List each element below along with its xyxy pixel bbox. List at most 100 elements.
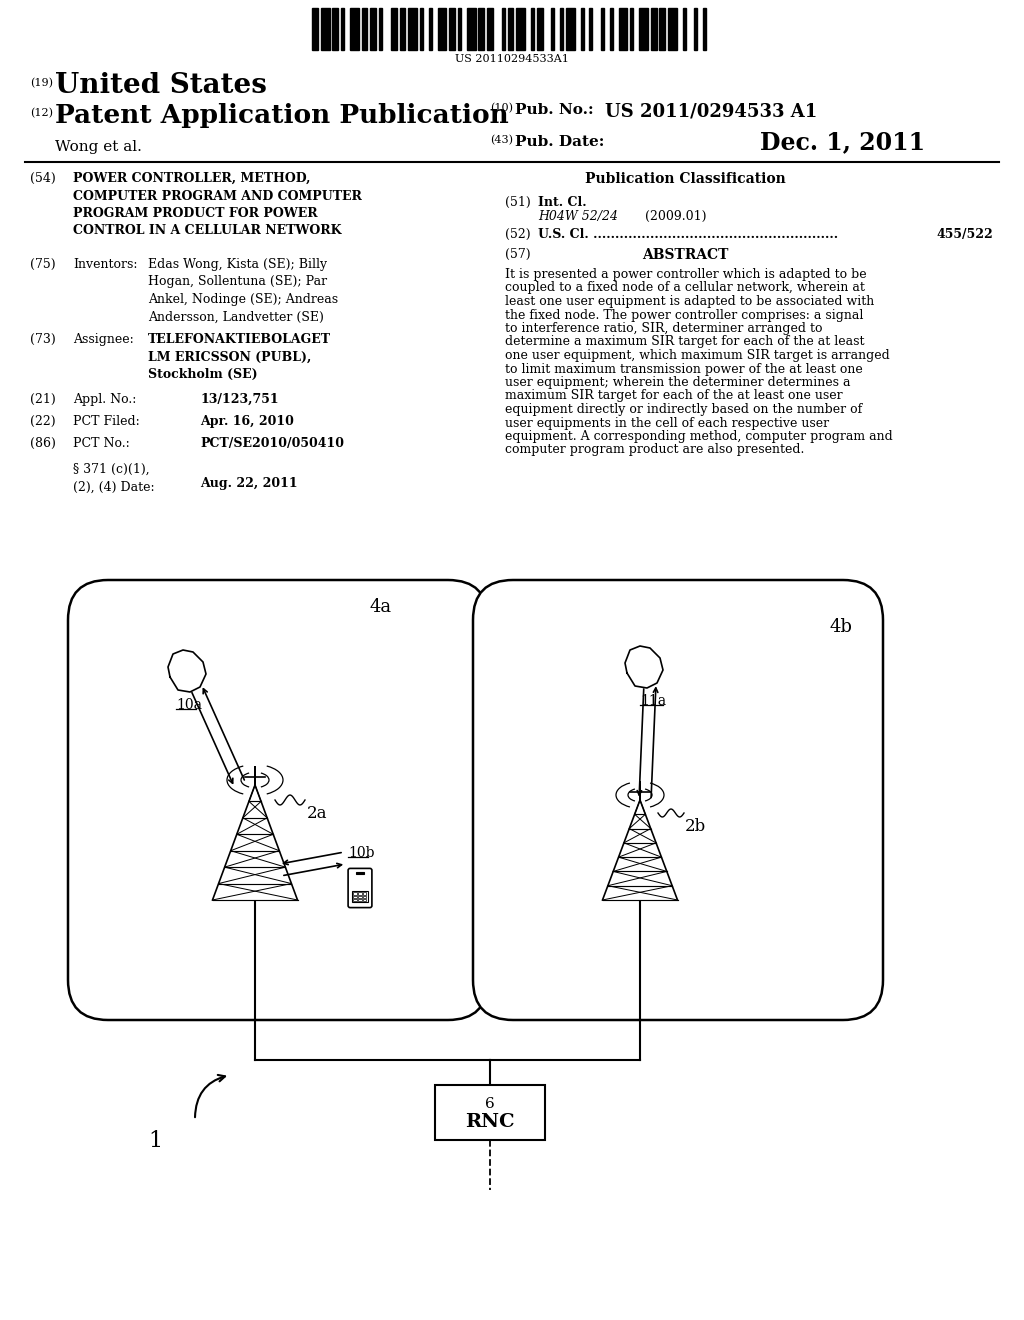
Text: Patent Application Publication: Patent Application Publication: [55, 103, 509, 128]
Bar: [551, 8, 554, 50]
Text: Dec. 1, 2011: Dec. 1, 2011: [760, 129, 925, 154]
Bar: [531, 8, 534, 50]
Text: US 20110294533A1: US 20110294533A1: [455, 54, 569, 63]
Text: 10a: 10a: [176, 698, 202, 711]
Bar: [350, 8, 358, 50]
Text: user equipment; wherein the determiner determines a: user equipment; wherein the determiner d…: [505, 376, 851, 389]
Bar: [560, 8, 563, 50]
Bar: [659, 8, 666, 50]
Text: computer program product are also presented.: computer program product are also presen…: [505, 444, 805, 457]
Bar: [467, 8, 475, 50]
Text: 455/522: 455/522: [936, 228, 993, 242]
Bar: [450, 8, 455, 50]
Polygon shape: [625, 645, 663, 688]
Bar: [361, 8, 368, 50]
Text: determine a maximum SIR target for each of the at least: determine a maximum SIR target for each …: [505, 335, 864, 348]
Bar: [478, 8, 484, 50]
Text: (51): (51): [505, 195, 530, 209]
Bar: [581, 8, 584, 50]
Bar: [566, 8, 574, 50]
Text: 1: 1: [148, 1130, 162, 1152]
Text: equipment. A corresponding method, computer program and: equipment. A corresponding method, compu…: [505, 430, 893, 444]
Bar: [669, 8, 677, 50]
Bar: [364, 892, 367, 895]
Text: 13/123,751: 13/123,751: [200, 393, 279, 407]
Text: 4a: 4a: [370, 598, 392, 616]
Text: (21): (21): [30, 393, 55, 407]
Bar: [353, 896, 356, 898]
Text: U.S. Cl. ........................................................: U.S. Cl. ...............................…: [538, 228, 838, 242]
Text: Pub. Date:: Pub. Date:: [515, 135, 604, 149]
Text: 2a: 2a: [307, 805, 328, 822]
Text: (86): (86): [30, 437, 56, 450]
Text: equipment directly or indirectly based on the number of: equipment directly or indirectly based o…: [505, 403, 862, 416]
Bar: [341, 8, 344, 50]
Text: (22): (22): [30, 414, 55, 428]
Text: 6: 6: [485, 1097, 495, 1111]
Text: user equipments in the cell of each respective user: user equipments in the cell of each resp…: [505, 417, 829, 429]
Text: § 371 (c)(1),
(2), (4) Date:: § 371 (c)(1), (2), (4) Date:: [73, 463, 155, 494]
Text: coupled to a fixed node of a cellular network, wherein at: coupled to a fixed node of a cellular ne…: [505, 281, 865, 294]
Text: (75): (75): [30, 257, 55, 271]
Text: PCT Filed:: PCT Filed:: [73, 414, 139, 428]
Bar: [364, 899, 367, 902]
Text: PCT/SE2010/050410: PCT/SE2010/050410: [200, 437, 344, 450]
Bar: [537, 8, 543, 50]
Text: PCT No.:: PCT No.:: [73, 437, 130, 450]
Bar: [355, 871, 365, 874]
Bar: [321, 8, 330, 50]
Bar: [399, 8, 406, 50]
Text: TELEFONAKTIEBOLAGET
LM ERICSSON (PUBL),
Stockholm (SE): TELEFONAKTIEBOLAGET LM ERICSSON (PUBL), …: [148, 333, 331, 381]
Text: Apr. 16, 2010: Apr. 16, 2010: [200, 414, 294, 428]
Text: least one user equipment is adapted to be associated with: least one user equipment is adapted to b…: [505, 294, 874, 308]
Text: (52): (52): [505, 228, 530, 242]
Text: 4b: 4b: [830, 618, 853, 636]
Bar: [352, 891, 368, 903]
Bar: [650, 8, 656, 50]
FancyBboxPatch shape: [473, 579, 883, 1020]
Text: to limit maximum transmission power of the at least one: to limit maximum transmission power of t…: [505, 363, 863, 375]
Bar: [610, 8, 612, 50]
Text: (2009.01): (2009.01): [645, 210, 707, 223]
Bar: [502, 8, 505, 50]
Bar: [590, 8, 592, 50]
Bar: [458, 8, 461, 50]
Bar: [630, 8, 633, 50]
Text: Inventors:: Inventors:: [73, 257, 137, 271]
Bar: [703, 8, 707, 50]
Bar: [312, 8, 317, 50]
Bar: [391, 8, 396, 50]
Bar: [694, 8, 697, 50]
Bar: [420, 8, 423, 50]
Text: 11a: 11a: [640, 694, 667, 708]
Text: It is presented a power controller which is adapted to be: It is presented a power controller which…: [505, 268, 866, 281]
Bar: [618, 8, 628, 50]
Bar: [409, 8, 417, 50]
Text: Assignee:: Assignee:: [73, 333, 134, 346]
Text: one user equipment, which maximum SIR target is arranged: one user equipment, which maximum SIR ta…: [505, 348, 890, 362]
Bar: [429, 8, 432, 50]
Text: 2b: 2b: [685, 818, 707, 836]
Bar: [364, 896, 367, 898]
Text: Pub. No.:: Pub. No.:: [515, 103, 594, 117]
Text: Wong et al.: Wong et al.: [55, 140, 142, 154]
Text: Appl. No.:: Appl. No.:: [73, 393, 136, 407]
Bar: [508, 8, 513, 50]
Text: United States: United States: [55, 73, 267, 99]
Bar: [516, 8, 525, 50]
Bar: [487, 8, 493, 50]
Bar: [639, 8, 648, 50]
Bar: [358, 892, 361, 895]
Text: ABSTRACT: ABSTRACT: [642, 248, 728, 261]
Bar: [358, 899, 361, 902]
Polygon shape: [168, 649, 206, 692]
Text: maximum SIR target for each of the at least one user: maximum SIR target for each of the at le…: [505, 389, 843, 403]
Bar: [683, 8, 686, 50]
Bar: [353, 899, 356, 902]
Text: (43): (43): [490, 135, 513, 145]
Text: the fixed node. The power controller comprises: a signal: the fixed node. The power controller com…: [505, 309, 863, 322]
Text: Aug. 22, 2011: Aug. 22, 2011: [200, 477, 298, 490]
Bar: [371, 8, 376, 50]
Text: (73): (73): [30, 333, 55, 346]
FancyBboxPatch shape: [68, 579, 488, 1020]
